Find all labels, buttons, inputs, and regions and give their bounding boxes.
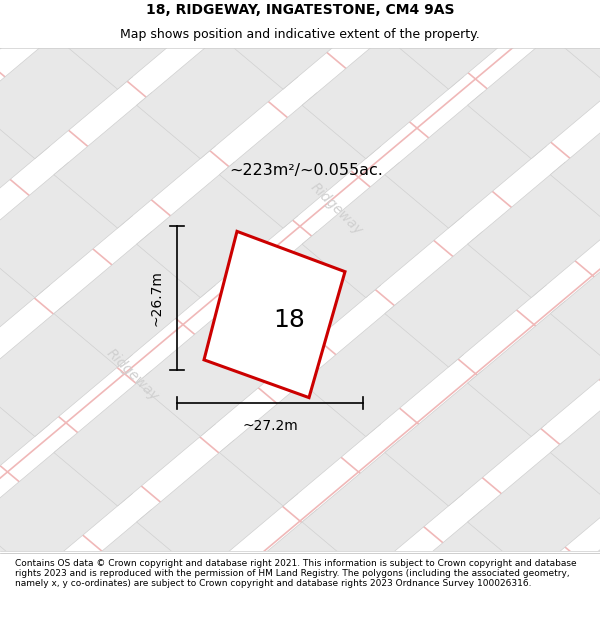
- Text: Map shows position and indicative extent of the property.: Map shows position and indicative extent…: [120, 28, 480, 41]
- Text: Contains OS data © Crown copyright and database right 2021. This information is : Contains OS data © Crown copyright and d…: [15, 559, 577, 588]
- Text: 18: 18: [273, 308, 305, 332]
- Polygon shape: [204, 231, 345, 398]
- Text: Ridgeway: Ridgeway: [103, 346, 161, 404]
- Text: 18, RIDGEWAY, INGATESTONE, CM4 9AS: 18, RIDGEWAY, INGATESTONE, CM4 9AS: [146, 4, 454, 18]
- Text: ~26.7m: ~26.7m: [150, 270, 164, 326]
- Text: Ridgeway: Ridgeway: [307, 180, 365, 238]
- Text: ~223m²/~0.055ac.: ~223m²/~0.055ac.: [229, 163, 383, 178]
- Text: ~27.2m: ~27.2m: [242, 419, 298, 432]
